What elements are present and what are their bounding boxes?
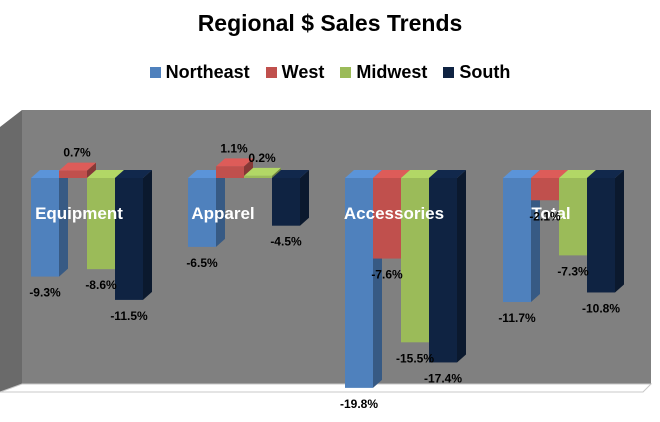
- bar-apparel-northeast: [188, 178, 216, 247]
- data-label-accessories-west: -7.6%: [371, 268, 403, 282]
- bar-apparel-west-top: [216, 158, 253, 167]
- bar-apparel-south: [272, 178, 300, 226]
- category-label-accessories: Accessories: [344, 204, 444, 223]
- data-label-total-west: -2.1%: [529, 209, 561, 223]
- bar-equipment-south-side: [143, 170, 152, 300]
- data-label-equipment-west: 0.7%: [63, 146, 91, 160]
- legend-label: Northeast: [165, 62, 250, 82]
- bar-apparel-midwest-side: [272, 167, 281, 178]
- bar-equipment-west-top: [59, 162, 96, 171]
- legend-label: West: [281, 62, 325, 82]
- bar-accessories-west-top: [373, 170, 410, 178]
- legend: Northeast West Midwest South: [0, 62, 660, 83]
- bar-apparel-south-top: [272, 170, 309, 178]
- legend-item-west: West: [265, 62, 325, 83]
- side-wall: [0, 110, 22, 392]
- legend-swatch: [340, 67, 352, 78]
- data-label-accessories-northeast: -19.8%: [340, 397, 378, 411]
- bar-total-northeast-top: [503, 170, 540, 178]
- bar-equipment-south: [115, 178, 143, 300]
- data-label-apparel-west: 1.1%: [220, 141, 248, 155]
- data-label-accessories-midwest: -15.5%: [396, 351, 434, 365]
- data-label-total-midwest: -7.3%: [557, 264, 589, 278]
- bar-accessories-midwest-top: [401, 170, 438, 178]
- chart-title: Regional $ Sales Trends: [197, 10, 463, 36]
- bar-equipment-west-side: [87, 162, 96, 178]
- bar-equipment-west: [59, 170, 87, 178]
- bar-accessories-northeast-top: [345, 170, 382, 178]
- bar-total-midwest: [559, 178, 587, 256]
- legend-swatch: [149, 67, 161, 78]
- legend-item-midwest: Midwest: [340, 62, 427, 83]
- bar-total-northeast: [503, 178, 531, 303]
- bar-apparel-northeast-side: [216, 170, 225, 247]
- bar-apparel-west-side: [244, 158, 253, 178]
- bar-equipment-northeast-side: [59, 170, 68, 277]
- bar-total-northeast-side: [531, 170, 540, 303]
- bar-equipment-south-top: [115, 170, 152, 178]
- data-label-apparel-south: -4.5%: [270, 235, 302, 249]
- data-label-apparel-midwest: 0.2%: [248, 151, 276, 165]
- legend-item-south: South: [443, 62, 510, 83]
- legend-item-northeast: Northeast: [149, 62, 250, 83]
- bar-accessories-south-top: [429, 170, 466, 178]
- data-label-total-northeast: -11.7%: [498, 311, 536, 325]
- bar-apparel-midwest: [244, 175, 272, 178]
- bar-accessories-south-side: [457, 170, 466, 363]
- legend-swatch: [265, 67, 277, 78]
- data-label-equipment-south: -11.5%: [110, 309, 148, 323]
- data-label-total-south: -10.8%: [582, 301, 620, 315]
- category-label-apparel: Apparel: [191, 204, 254, 223]
- bar-accessories-midwest: [401, 178, 429, 343]
- bar-total-south-top: [587, 170, 624, 178]
- bar-total-west-top: [531, 170, 568, 178]
- bar-apparel-south-side: [300, 170, 309, 226]
- bar-accessories-northeast: [345, 178, 373, 388]
- bar-apparel-midwest-top: [244, 167, 281, 176]
- data-label-apparel-northeast: -6.5%: [186, 256, 218, 270]
- data-label-accessories-south: -17.4%: [424, 371, 462, 385]
- bar-accessories-west: [373, 178, 401, 259]
- bar-total-midwest-top: [559, 170, 596, 178]
- legend-label: South: [459, 62, 511, 82]
- bar-apparel-west: [216, 166, 244, 178]
- floor: [0, 383, 653, 393]
- bar-equipment-northeast: [31, 178, 59, 277]
- data-label-equipment-midwest: -8.6%: [85, 278, 117, 292]
- legend-label: Midwest: [356, 62, 428, 82]
- bar-total-south-side: [615, 170, 624, 293]
- bar-accessories-south: [429, 178, 457, 363]
- bar-total-south: [587, 178, 615, 293]
- legend-swatch: [443, 67, 455, 78]
- data-label-equipment-northeast: -9.3%: [29, 286, 61, 300]
- bar-equipment-midwest-top: [87, 170, 124, 178]
- bar-total-west: [531, 178, 559, 201]
- category-label-total: Total: [531, 204, 570, 223]
- category-label-equipment: Equipment: [35, 204, 123, 223]
- bar-equipment-midwest: [87, 178, 115, 270]
- bar-apparel-northeast-top: [188, 170, 225, 178]
- bar-equipment-northeast-top: [31, 170, 68, 178]
